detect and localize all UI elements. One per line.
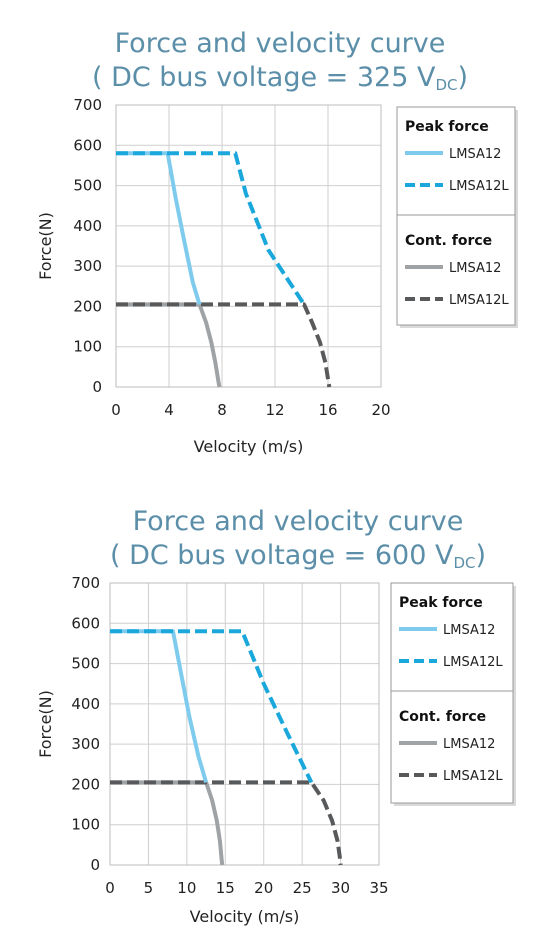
chart-title: Force and velocity curve [133, 506, 464, 537]
y-tick-label: 100 [71, 816, 100, 834]
y-axis-label: Force(N) [36, 690, 55, 758]
x-axis-label: Velocity (m/s) [190, 907, 300, 926]
legend-heading: Cont. force [405, 233, 492, 249]
legend-box [396, 106, 516, 326]
legend-item-label: LMSA12 [443, 623, 495, 638]
subtitle-prefix: ( DC bus voltage = 325 V [92, 62, 436, 93]
x-tick-label: 4 [164, 401, 174, 419]
legend-box [390, 582, 514, 804]
legend-item-label: LMSA12 [443, 737, 495, 752]
x-tick-label: 25 [293, 879, 312, 897]
y-tick-label: 600 [73, 136, 102, 154]
y-tick-label: 300 [73, 257, 102, 275]
y-tick-label: 400 [71, 695, 100, 713]
y-tick-label: 200 [73, 297, 102, 315]
y-tick-label: 400 [73, 217, 102, 235]
subtitle-subscript: DC [453, 554, 475, 572]
series-line-peak-forcelmsa12 [110, 629, 209, 783]
subtitle-prefix: ( DC bus voltage = 600 V [110, 540, 454, 571]
plot-frame [109, 582, 380, 866]
legend-item-label: LMSA12L [443, 769, 503, 784]
chart-subtitle: ( DC bus voltage = 600 VDC) [110, 540, 486, 572]
series-line-cont-forcelmsa12 [116, 302, 222, 388]
legend-item-label: LMSA12 [449, 147, 501, 162]
legend-item-label: LMSA12 [449, 261, 501, 276]
x-tick-label: 20 [254, 879, 273, 897]
legend-heading: Peak force [405, 119, 489, 135]
chart-1: Force and velocity curve( DC bus voltage… [36, 28, 518, 456]
subtitle-suffix: ) [475, 540, 486, 571]
y-tick-label: 200 [71, 775, 100, 793]
legend-item-label: LMSA12L [443, 655, 503, 670]
subtitle-subscript: DC [435, 76, 457, 94]
series-line-cont-forcelmsa12 [110, 780, 225, 866]
chart-title: Force and velocity curve [115, 28, 446, 59]
legend: Peak force LMSA12 LMSA12L Cont. force LMSA12… [396, 106, 518, 328]
x-tick-label: 12 [265, 401, 284, 419]
y-tick-label: 0 [92, 378, 102, 396]
legend-item-label: LMSA12L [449, 179, 509, 194]
x-tick-label: 30 [331, 879, 350, 897]
plot-frame [115, 104, 382, 388]
legend: Peak force LMSA12 LMSA12L Cont. force LMSA12… [390, 582, 516, 806]
subtitle-suffix: ) [457, 62, 468, 93]
y-axis-label: Force(N) [36, 212, 55, 280]
x-axis-label: Velocity (m/s) [194, 437, 304, 456]
series-line-cont-forcelmsa12l [110, 780, 343, 866]
x-tick-label: 5 [144, 879, 154, 897]
series-line-peak-forcelmsa12l [116, 151, 306, 306]
legend-heading: Cont. force [399, 709, 486, 725]
x-tick-label: 10 [177, 879, 196, 897]
x-tick-label: 16 [318, 401, 337, 419]
series-line-cont-forcelmsa12l [116, 302, 332, 388]
y-tick-label: 100 [73, 338, 102, 356]
y-tick-label: 500 [73, 177, 102, 195]
x-tick-label: 0 [105, 879, 115, 897]
y-tick-label: 600 [71, 614, 100, 632]
series-line-peak-forcelmsa12 [116, 151, 202, 305]
x-tick-label: 35 [369, 879, 388, 897]
y-tick-label: 700 [71, 574, 100, 592]
legend-item-label: LMSA12L [449, 293, 509, 308]
x-tick-label: 15 [216, 879, 235, 897]
y-tick-label: 500 [71, 655, 100, 673]
x-tick-label: 0 [111, 401, 121, 419]
legend-heading: Peak force [399, 595, 483, 611]
y-tick-label: 0 [90, 856, 100, 874]
y-tick-label: 700 [73, 96, 102, 114]
x-tick-label: 20 [371, 401, 390, 419]
x-tick-label: 8 [217, 401, 227, 419]
series-line-peak-forcelmsa12l [110, 629, 314, 784]
chart-subtitle: ( DC bus voltage = 325 VDC) [92, 62, 468, 94]
y-tick-label: 300 [71, 735, 100, 753]
chart-2: Force and velocity curve( DC bus voltage… [36, 506, 516, 926]
